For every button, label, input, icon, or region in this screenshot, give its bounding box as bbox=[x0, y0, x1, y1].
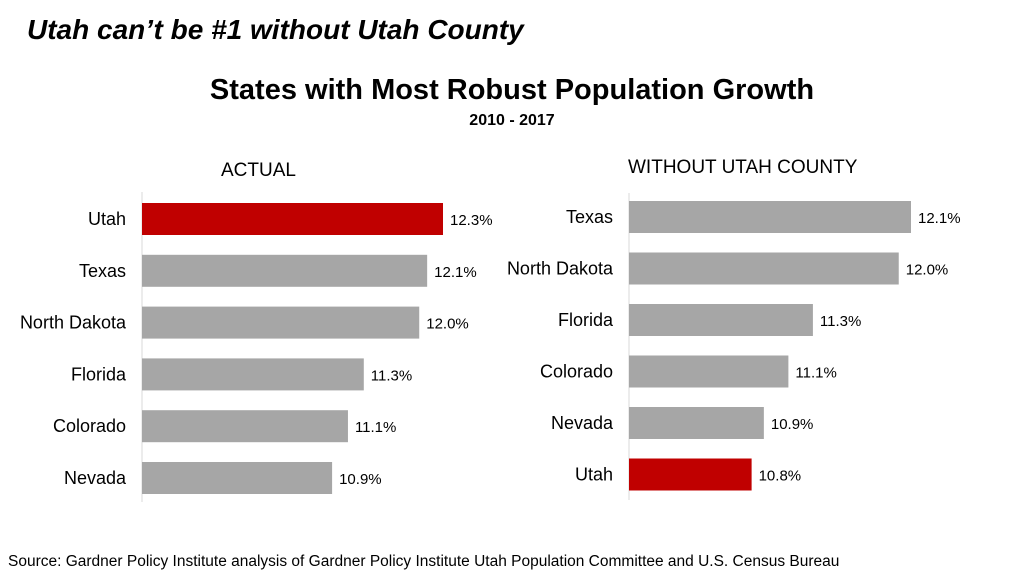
chart-subtitle: 2010 - 2017 bbox=[469, 112, 555, 129]
category-label-actual-florida: Florida bbox=[71, 364, 127, 384]
data-label-actual-texas: 12.1% bbox=[434, 264, 477, 281]
category-label-without-utah-county-nevada: Nevada bbox=[551, 413, 614, 433]
bar-without-utah-county-nevada bbox=[629, 407, 764, 439]
category-label-actual-north-dakota: North Dakota bbox=[20, 313, 127, 333]
bar-without-utah-county-north-dakota bbox=[629, 252, 899, 285]
category-label-without-utah-county-north-dakota: North Dakota bbox=[507, 259, 614, 279]
bar-actual-nevada bbox=[142, 462, 333, 494]
data-label-actual-utah: 12.3% bbox=[450, 212, 493, 229]
panel-title-without-utah-county: WITHOUT UTAH COUNTY bbox=[628, 157, 858, 178]
data-label-without-utah-county-utah: 10.8% bbox=[759, 468, 802, 485]
category-label-without-utah-county-florida: Florida bbox=[558, 310, 614, 330]
data-label-actual-north-dakota: 12.0% bbox=[426, 316, 469, 333]
panel-title-actual: ACTUAL bbox=[221, 160, 296, 181]
bar-without-utah-county-florida bbox=[629, 304, 813, 336]
chart-title: States with Most Robust Population Growt… bbox=[209, 74, 815, 106]
data-label-actual-colorado: 11.1% bbox=[355, 419, 396, 436]
source-note: Source: Gardner Policy Institute analysi… bbox=[8, 553, 840, 570]
data-label-without-utah-county-colorado: 11.1% bbox=[795, 365, 836, 382]
bar-actual-colorado bbox=[142, 410, 348, 443]
data-label-without-utah-county-texas: 12.1% bbox=[918, 210, 961, 227]
data-label-without-utah-county-florida: 11.3% bbox=[820, 313, 861, 330]
category-label-without-utah-county-colorado: Colorado bbox=[540, 362, 613, 382]
bar-without-utah-county-utah bbox=[629, 458, 752, 491]
bar-without-utah-county-texas bbox=[629, 201, 911, 233]
bar-actual-florida bbox=[142, 358, 364, 391]
bar-actual-utah bbox=[142, 203, 443, 235]
bar-actual-north-dakota bbox=[142, 306, 420, 339]
data-label-actual-nevada: 10.9% bbox=[339, 471, 382, 488]
category-label-without-utah-county-texas: Texas bbox=[566, 207, 613, 227]
bar-without-utah-county-colorado bbox=[629, 355, 789, 388]
category-label-actual-texas: Texas bbox=[79, 261, 126, 281]
category-label-actual-colorado: Colorado bbox=[53, 416, 126, 436]
data-label-without-utah-county-nevada: 10.9% bbox=[771, 416, 814, 433]
category-label-without-utah-county-utah: Utah bbox=[575, 465, 613, 485]
headline: Utah can’t be #1 without Utah County bbox=[27, 14, 524, 45]
category-label-actual-utah: Utah bbox=[88, 209, 126, 229]
bar-actual-texas bbox=[142, 254, 428, 287]
data-label-without-utah-county-north-dakota: 12.0% bbox=[906, 262, 949, 279]
data-label-actual-florida: 11.3% bbox=[371, 367, 412, 384]
category-label-actual-nevada: Nevada bbox=[64, 468, 127, 488]
